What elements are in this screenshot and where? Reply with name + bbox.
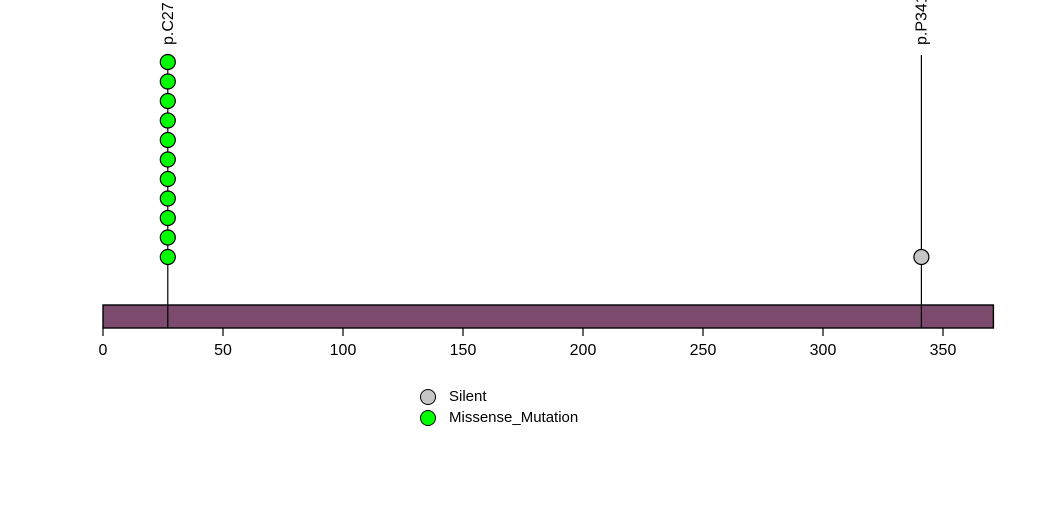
axis-tick-label: 300: [810, 342, 837, 359]
legend: Silent Missense_Mutation: [420, 388, 578, 427]
mutation-circle: [159, 248, 176, 266]
axis-tick-label: 250: [690, 342, 717, 359]
axis-tick-label: 200: [570, 342, 597, 359]
axis-tick-label: 50: [214, 342, 232, 359]
protein-bar: [102, 304, 995, 329]
legend-swatch-missense_mutation-icon: [420, 410, 436, 426]
mutation-label: p.P341: [913, 0, 930, 45]
legend-row: Silent: [420, 388, 578, 406]
axis-tick-label: 350: [930, 342, 957, 359]
axis-tick-label: 0: [99, 342, 108, 359]
mutation-circle: [159, 73, 176, 90]
mutation-circle: [159, 170, 176, 188]
legend-row: Missense_Mutation: [420, 409, 578, 427]
mutation-circle: [159, 190, 176, 207]
legend-label: Silent: [449, 388, 487, 405]
axis-tick-label: 100: [330, 342, 357, 359]
mutation-circle: [159, 92, 176, 110]
legend-label: Missense_Mutation: [449, 409, 579, 426]
mutation-label: p.C27: [160, 2, 177, 45]
mutation-circle: [159, 229, 176, 246]
mutation-circle: [159, 53, 176, 71]
mutation-circle: [159, 112, 176, 129]
mutation-circle: [159, 131, 176, 149]
mutation-circle: [159, 209, 176, 227]
legend-swatch-silent-icon: [420, 389, 436, 405]
mutation-circle: [159, 151, 176, 168]
axis-tick-label: 150: [450, 342, 477, 359]
mutation-circle: [913, 248, 930, 266]
